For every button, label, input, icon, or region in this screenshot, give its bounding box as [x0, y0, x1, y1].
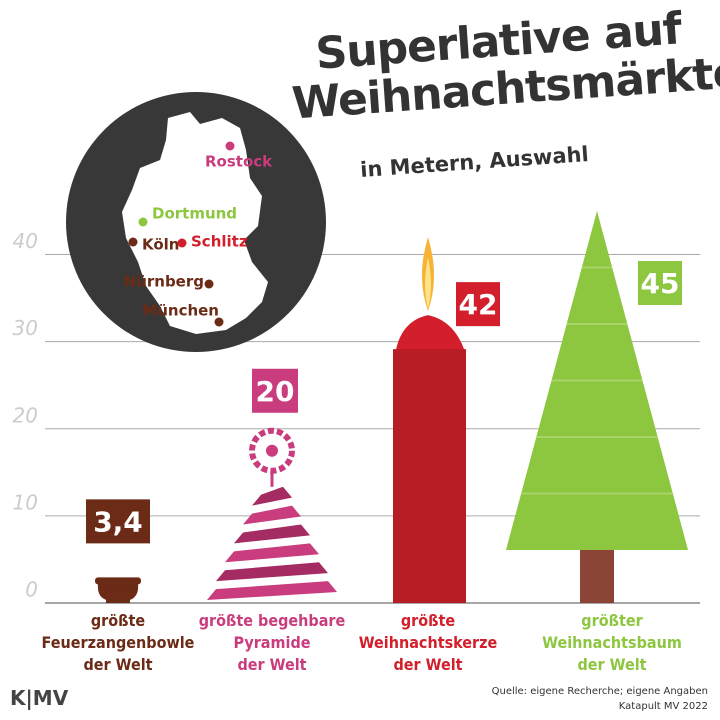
credit: Katapult MV 2022 — [618, 701, 708, 712]
candle-top — [395, 315, 466, 356]
x-tick-label: größte Weihnachtskerze der Welt — [358, 611, 498, 674]
pyramid-hub — [266, 444, 278, 457]
city-dot — [128, 237, 138, 247]
pyramid-tier — [207, 581, 337, 600]
pyramid-wheel — [249, 427, 295, 474]
value-label-box — [638, 261, 682, 305]
city-dot — [138, 217, 148, 227]
y-tick-label: 20 — [13, 403, 38, 427]
trunk — [580, 548, 614, 603]
germany — [122, 112, 268, 334]
flame-core — [425, 257, 431, 310]
x-tick-label: größte Feuerzangenbowle der Welt — [41, 611, 195, 674]
city-label: München — [142, 302, 219, 320]
logo: K|MV — [10, 686, 69, 710]
bowl-body — [97, 583, 139, 602]
city-dot — [225, 141, 235, 151]
x-tick-label: größte begehbare Pyramide der Welt — [198, 611, 346, 674]
value-label: 42 — [459, 288, 498, 321]
y-tick-label: 0 — [25, 578, 38, 602]
pyramid — [207, 427, 337, 600]
map: Rostock Dortmund Köln Schlitz Nürnberg Münche… — [66, 92, 326, 352]
city-dot — [204, 279, 214, 289]
bowl-foot — [106, 598, 130, 603]
city-label: Nürnberg — [124, 273, 204, 291]
value-label-box — [456, 282, 500, 327]
tree — [506, 211, 688, 603]
pyramid-tier — [216, 562, 328, 582]
y-tick-label: 30 — [13, 316, 38, 340]
city-label: Köln — [142, 236, 180, 254]
y-tick-label: 10 — [13, 490, 38, 514]
value-label: 3,4 — [93, 505, 143, 538]
candle — [393, 237, 466, 603]
pyramid-tier — [225, 543, 319, 563]
x-tick-label: größter Weihnachtsbaum der Welt — [542, 611, 682, 674]
pyramid-tier — [234, 524, 310, 544]
pyramid-tier — [252, 486, 292, 506]
bowl-rim — [95, 577, 141, 585]
city-label: Schlitz — [191, 233, 248, 251]
city-label: Rostock — [205, 153, 273, 171]
value-label: 20 — [256, 375, 295, 408]
source: Quelle: eigene Recherche; eigene Angaben — [491, 686, 708, 697]
value-label: 45 — [641, 267, 680, 300]
pyramid-tier — [243, 505, 301, 525]
y-tick-label: 40 — [13, 229, 38, 253]
value-label-box — [252, 368, 298, 413]
city-label: Dortmund — [152, 205, 237, 223]
city-dot — [177, 238, 187, 248]
value-label-box — [86, 499, 150, 544]
city-dot — [214, 317, 224, 327]
candle-body — [393, 349, 466, 603]
bowl — [95, 577, 141, 603]
